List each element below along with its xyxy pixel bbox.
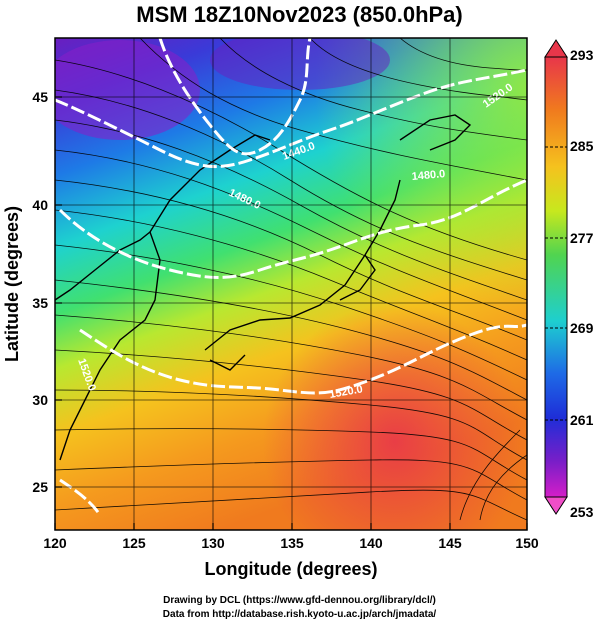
x-tick-label: 140 [359, 535, 383, 551]
credit-data-source: Data from http://database.rish.kyoto-u.a… [162, 609, 437, 620]
x-axis-title: Longitude (degrees) [204, 559, 377, 579]
colorbar-body [544, 56, 568, 498]
x-tick-label: 130 [201, 535, 225, 551]
x-tick-label: 120 [43, 535, 67, 551]
y-tick-label: 25 [32, 479, 48, 495]
y-tick-label: 45 [32, 89, 48, 105]
y-tick-label: 35 [32, 295, 48, 311]
colorbar: 293 285 277 269 261 253 [544, 39, 594, 520]
height-contours [55, 38, 527, 516]
y-axis-title: Latitude (degrees) [2, 206, 22, 362]
plot-frame [54, 37, 528, 531]
colorbar-tick-label: 261 [570, 412, 594, 428]
temperature-shading [55, 38, 527, 530]
x-tick-label: 135 [280, 535, 304, 551]
x-tick-label: 145 [438, 535, 462, 551]
colorbar-tick-label: 277 [570, 230, 594, 246]
colorbar-tick-label: 269 [570, 320, 594, 336]
contour-label: 1480.0 [411, 168, 446, 183]
contour-label: 1520.0 [328, 383, 363, 401]
y-tick-label: 40 [32, 197, 48, 213]
colorbar-tick-label: 253 [570, 504, 594, 520]
colorbar-tick-label: 285 [570, 138, 594, 154]
x-tick-label: 150 [515, 535, 539, 551]
streamlines [55, 38, 527, 521]
x-axis: 120 125 130 135 140 145 150 Longitude (d… [43, 523, 539, 579]
map-title: MSM 18Z10Nov2023 (850.0hPa) [136, 2, 463, 27]
colorbar-top-arrow [544, 39, 568, 58]
grid-lines [55, 38, 527, 530]
y-tick-label: 30 [32, 392, 48, 408]
colorbar-tick-label: 293 [570, 47, 594, 63]
x-tick-label: 125 [122, 535, 146, 551]
credit-drawing: Drawing by DCL (https://www.gfd-dennou.o… [163, 595, 436, 606]
colorbar-bottom-arrow [544, 496, 568, 515]
y-axis: 45 40 35 30 25 Latitude (degrees) [2, 89, 62, 495]
